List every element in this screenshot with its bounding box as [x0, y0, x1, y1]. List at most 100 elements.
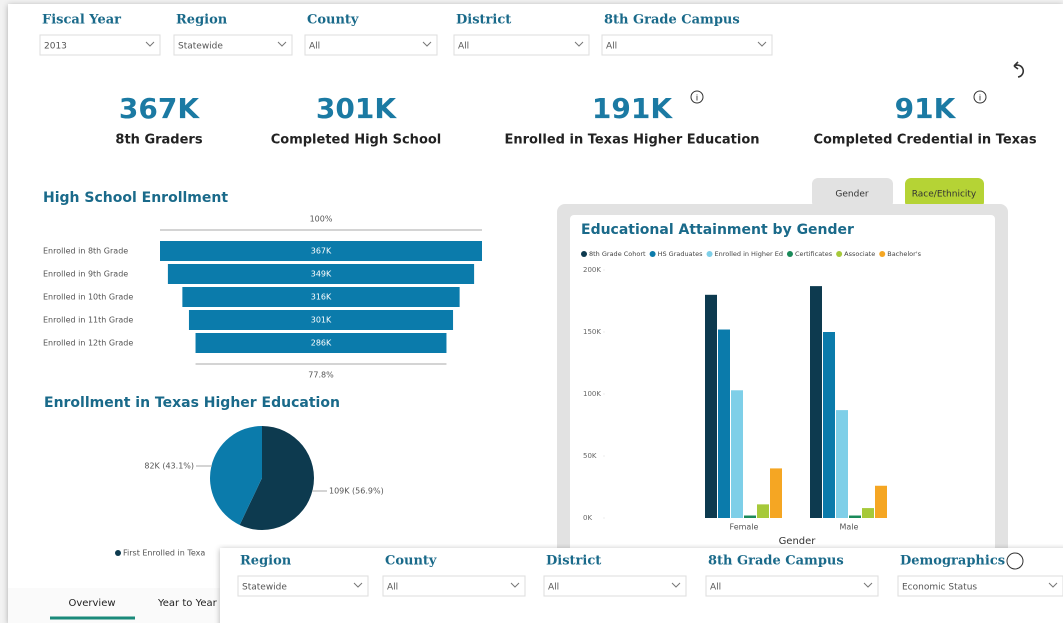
dropdown[interactable]: [453, 34, 590, 56]
dropdown[interactable]: [601, 34, 773, 56]
legend-label: Enrolled in Higher Ed: [715, 250, 783, 258]
legend-label: HS Graduates: [658, 250, 704, 258]
tab-label[interactable]: Gender: [835, 190, 868, 200]
kpi-value: 367K: [119, 92, 200, 125]
funnel-category: Enrolled in 10th Grade: [43, 293, 133, 302]
bar: [862, 508, 874, 518]
pie-label: 109K (56.9%): [329, 487, 384, 496]
x-tick-label: Female: [730, 523, 759, 532]
kpi-label: 8th Graders: [115, 133, 202, 148]
bar: [731, 390, 743, 518]
kpi-value: 191K: [592, 92, 673, 125]
kpi-value: 301K: [316, 92, 397, 125]
bar: [757, 504, 769, 518]
legend-dot: [649, 251, 656, 257]
filter-value: 2013: [44, 42, 67, 52]
chart-card: [570, 215, 995, 560]
funnel-category: Enrolled in 9th Grade: [43, 270, 128, 279]
legend-dot: [581, 251, 587, 257]
filter-value: Statewide: [242, 583, 287, 593]
funnel-value-label: 349K: [311, 270, 332, 279]
filter-value: All: [710, 583, 721, 593]
y-tick-label: 0K: [583, 514, 592, 522]
legend-dot: [879, 251, 886, 257]
dropdown[interactable]: [897, 575, 1063, 597]
bar: [836, 410, 848, 518]
legend-dot: [786, 251, 793, 257]
y-tick-label: 200K: [583, 266, 601, 274]
bar: [744, 515, 756, 518]
bar: [849, 515, 861, 518]
funnel-bar: [195, 333, 447, 353]
pie-legend: First Enrolled in Texa: [123, 549, 205, 558]
info-i: i: [696, 94, 698, 103]
y-tick-label: 100K: [583, 390, 601, 398]
legend-label: 8th Grade Cohort: [589, 250, 646, 258]
info-icon[interactable]: [690, 90, 704, 104]
chevron: [574, 41, 584, 47]
legend-label: Associate: [844, 250, 875, 258]
pie-label: 82K (43.1%): [144, 462, 194, 471]
dropdown[interactable]: [705, 575, 879, 597]
dropdown[interactable]: [543, 575, 687, 597]
dropdown[interactable]: [173, 34, 293, 56]
filter-value: All: [458, 42, 469, 52]
kpi-label: Completed Credential in Texas: [813, 133, 1036, 148]
filter-value: All: [309, 42, 320, 52]
funnel-bar: [188, 310, 454, 330]
filter-label: Region: [176, 13, 228, 28]
chevron: [277, 41, 287, 47]
chevron: [510, 582, 520, 588]
pie-slice: [239, 426, 315, 530]
y-tick-label: 150K: [583, 328, 601, 336]
legend-dot: [115, 550, 121, 556]
info-icon[interactable]: [1006, 552, 1024, 570]
dropdown[interactable]: [39, 34, 161, 56]
legend-dot: [836, 251, 843, 257]
filter-label: District: [546, 554, 601, 569]
bar: [705, 294, 717, 518]
dropdown[interactable]: [304, 34, 438, 56]
funnel-value-label: 316K: [311, 293, 332, 302]
x-tick-label: Male: [840, 523, 859, 532]
bar: [718, 329, 730, 518]
chevron: [353, 582, 363, 588]
funnel-category: Enrolled in 11th Grade: [43, 316, 133, 325]
kpi-label: Enrolled in Texas Higher Education: [504, 133, 759, 148]
page-tab[interactable]: Year to Year: [157, 598, 218, 609]
funnel-value-label: 286K: [311, 339, 332, 348]
info-icon[interactable]: [973, 90, 987, 104]
chevron: [671, 582, 681, 588]
tab-label[interactable]: Race/Ethnicity: [912, 190, 977, 200]
filter-label: County: [385, 554, 437, 569]
legend-label: Certificates: [795, 250, 833, 258]
filter-value: All: [387, 583, 398, 593]
info-i: i: [979, 94, 981, 103]
funnel-bar: [167, 264, 475, 284]
bar: [875, 485, 887, 518]
filter-value: Statewide: [178, 42, 223, 52]
filter-value: Economic Status: [902, 583, 977, 593]
bar: [770, 468, 782, 518]
funnel-bottom: 77.8%: [308, 371, 334, 380]
funnel-value-label: 301K: [311, 316, 332, 325]
funnel-top: 100%: [310, 215, 333, 224]
filter-value: All: [606, 42, 617, 52]
chevron: [422, 41, 432, 47]
dropdown[interactable]: [237, 575, 369, 597]
funnel-value-label: 367K: [311, 247, 332, 256]
pie-title: Enrollment in Texas Higher Education: [44, 395, 340, 411]
chevron: [863, 582, 873, 588]
filter-value: All: [548, 583, 559, 593]
legend-label: Bachelor's: [887, 250, 921, 258]
tab-gender[interactable]: [812, 178, 893, 208]
funnel-category: Enrolled in 12th Grade: [43, 339, 133, 348]
dropdown[interactable]: [382, 575, 526, 597]
y-tick-label: 50K: [583, 452, 597, 460]
page-tab[interactable]: Overview: [68, 598, 115, 609]
x-axis-label: Gender: [779, 536, 817, 547]
filter-label: County: [307, 13, 359, 28]
reset-icon[interactable]: [1013, 61, 1024, 78]
tab-race[interactable]: [905, 178, 984, 208]
